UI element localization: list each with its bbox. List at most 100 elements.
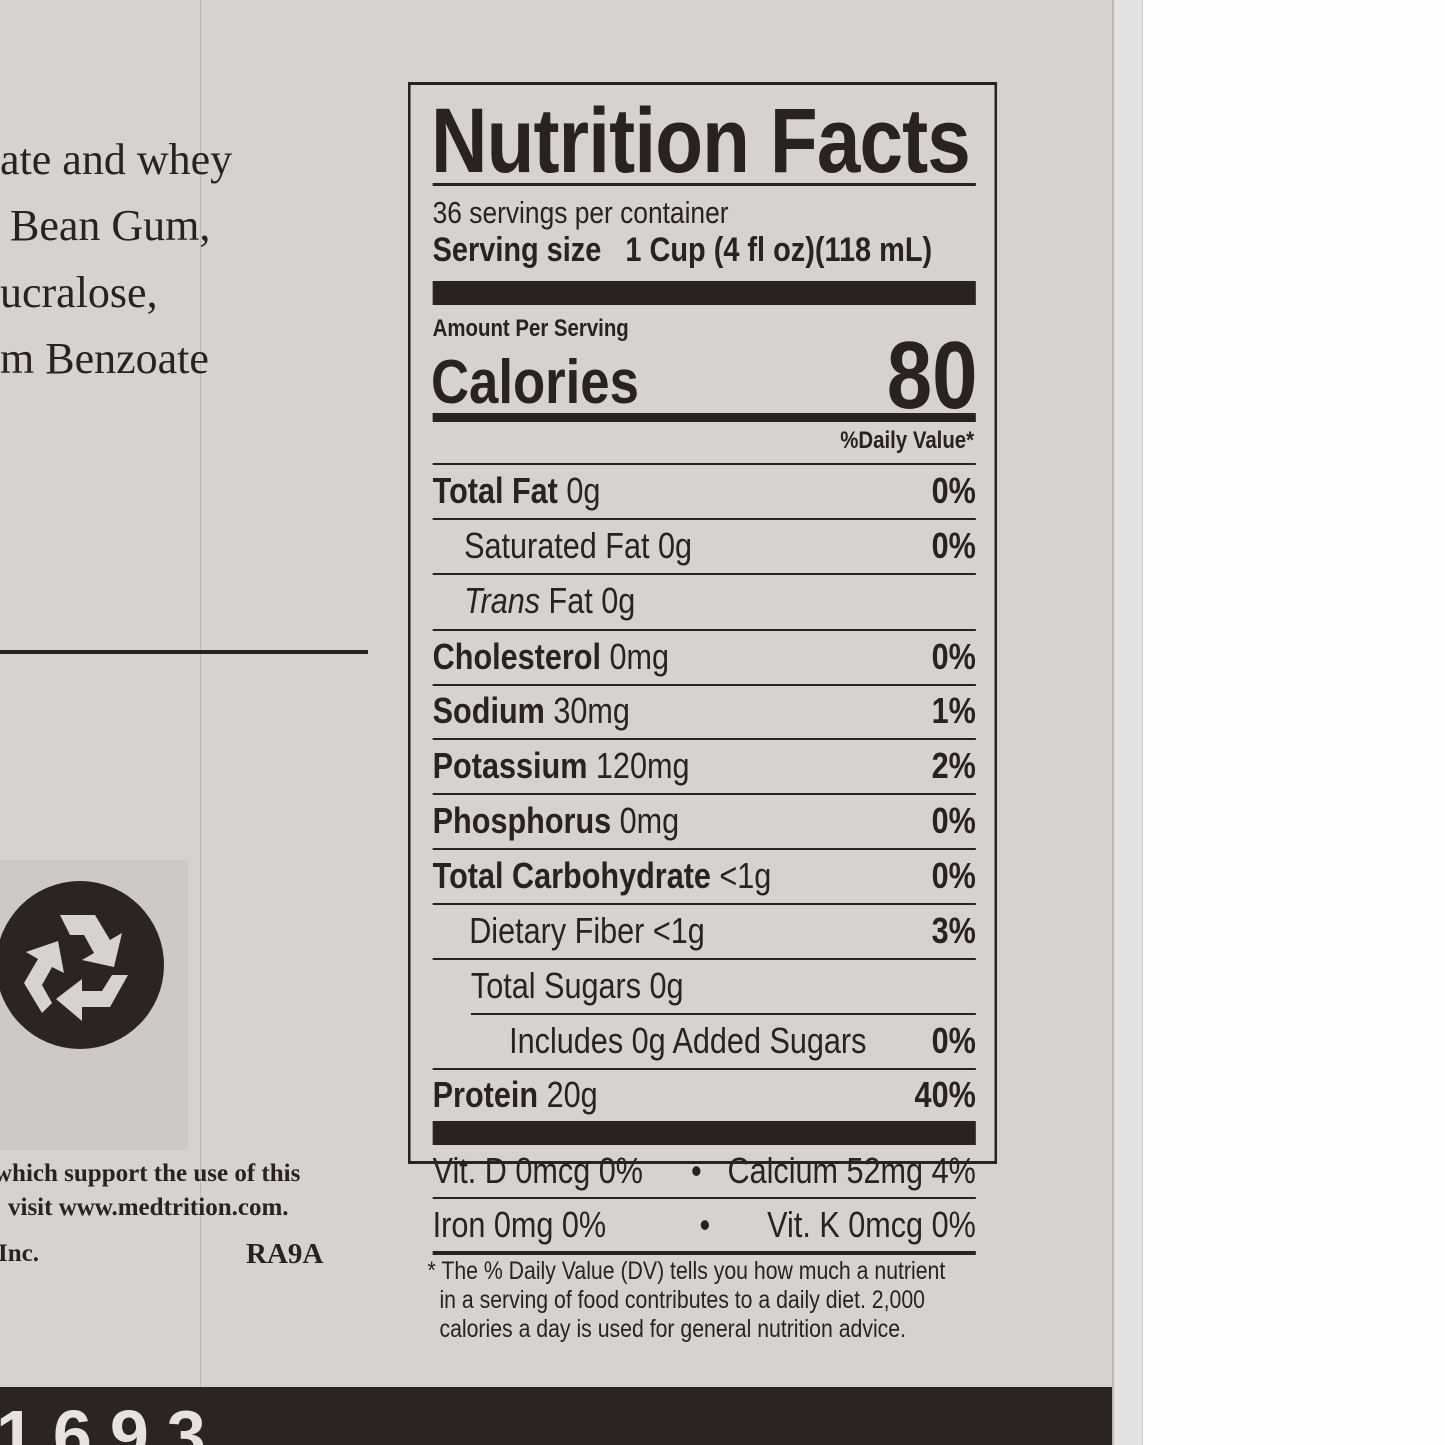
bullet: •: [691, 1150, 702, 1191]
rule: [432, 463, 976, 465]
serving-size: Serving size 1 Cup (4 fl oz)(118 mL): [433, 231, 932, 270]
calories-label: Calories: [430, 348, 639, 417]
nutrient-label: Sodium: [432, 690, 545, 731]
vitamin-row: Vit. D 0mcg 0% • Calcium 52mg 4%: [433, 1149, 976, 1193]
iron: Iron 0mg 0%: [432, 1204, 607, 1245]
nutrient-name: Saturated Fat 0g: [464, 524, 692, 568]
thick-rule: [432, 1121, 976, 1145]
nutrient-row: Total Fat 0g 0%: [433, 469, 976, 513]
nutrient-name: Phosphorus 0mg: [433, 799, 680, 843]
nutrient-label: Includes 0g Added Sugars: [509, 1020, 867, 1061]
servings-per-container: 36 servings per container: [432, 195, 729, 230]
nutrient-label: Potassium: [432, 745, 588, 786]
rule: [432, 183, 976, 186]
footer-website: visit www.medtrition.com.: [8, 1194, 289, 1221]
nutrient-label: Protein: [432, 1074, 539, 1115]
nutrient-row: Includes 0g Added Sugars 0%: [433, 1019, 976, 1063]
nutrient-amount: 0mg: [611, 800, 680, 841]
bullet: •: [699, 1204, 711, 1245]
package-panel: [0, 0, 1112, 1445]
footnote-line: in a serving of food contributes to a da…: [439, 1286, 925, 1314]
ingredients-line: ucralose,: [0, 268, 158, 317]
nutrient-name-italic: Trans: [464, 580, 549, 621]
nutrient-name: Cholesterol 0mg: [433, 635, 669, 679]
divider: [0, 650, 368, 654]
nutrient-row: Total Carbohydrate <1g 0%: [433, 854, 976, 898]
calcium: Calcium 52mg 4%: [727, 1150, 976, 1191]
serving-size-label: Serving size: [432, 231, 602, 269]
fold-line: [200, 0, 201, 1387]
rule: [432, 793, 976, 795]
rule: [470, 1013, 976, 1015]
nutrient-daily-value: 3%: [931, 910, 976, 951]
nutrient-name: Total Fat 0g: [433, 469, 601, 513]
nutrient-amount: 20g: [538, 1074, 598, 1115]
nutrient-amount: 0g: [649, 525, 693, 566]
recycle-icon: [0, 881, 164, 1049]
nutrient-label: Cholesterol: [432, 636, 601, 677]
nutrient-row: Phosphorus 0mg 0%: [433, 799, 976, 843]
nutrition-facts-label: Nutrition Facts 36 servings per containe…: [408, 82, 998, 1343]
thick-rule: [432, 281, 976, 305]
nutrient-amount: 0mg: [600, 636, 670, 677]
rule: [432, 848, 976, 850]
nutrient-daily-value: 40%: [914, 1074, 976, 1115]
nutrient-row: Cholesterol 0mg 0%: [433, 635, 976, 679]
vitamin-k: Vit. K 0mcg 0%: [767, 1204, 976, 1245]
nutrient-label: Dietary Fiber: [469, 910, 645, 951]
nutrient-row: Saturated Fat 0g 0%: [433, 524, 976, 568]
rule: [432, 684, 976, 686]
footnote-line: calories a day is used for general nutri…: [439, 1315, 907, 1343]
rule: [432, 573, 976, 575]
rule: [432, 629, 976, 631]
rule: [432, 518, 976, 520]
bottom-bar-number: 1693: [0, 1396, 224, 1445]
nutrient-label: Total Carbohydrate: [432, 855, 711, 896]
footer-company: Inc.: [0, 1240, 39, 1267]
nutrient-name: Trans Fat 0g: [464, 579, 635, 623]
footer-code: RA9A: [246, 1238, 324, 1270]
nutrient-name: Sodium 30mg: [433, 689, 630, 733]
serving-size-value: 1 Cup (4 fl oz)(118 mL): [625, 231, 933, 269]
nutrient-name: Includes 0g Added Sugars: [509, 1019, 866, 1063]
rule: [432, 958, 976, 960]
nutrient-daily-value: 0%: [931, 1020, 976, 1061]
footer-text: which support the use of this: [0, 1160, 301, 1187]
nutrient-row: Dietary Fiber <1g 3%: [433, 909, 976, 953]
amount-per-serving: Amount Per Serving: [432, 315, 629, 342]
nutrient-daily-value: 0%: [931, 855, 976, 896]
nutrient-label: Total Sugars: [470, 965, 641, 1006]
nutrient-name: Total Sugars 0g: [471, 964, 684, 1008]
nutrient-amount: 0g: [557, 470, 601, 511]
nutrient-amount: <1g: [644, 910, 705, 951]
nutrient-amount: 30mg: [544, 690, 630, 731]
ingredients-line: Bean Gum,: [10, 201, 211, 250]
footnote-line: * The % Daily Value (DV) tells you how m…: [427, 1257, 946, 1285]
ingredients-line: m Benzoate: [0, 334, 209, 383]
bottom-bar: 1693: [0, 1387, 1112, 1445]
nutrient-name: Total Carbohydrate <1g: [433, 854, 772, 898]
nutrient-daily-value: 2%: [931, 745, 976, 786]
nutrient-name: Protein 20g: [433, 1073, 598, 1117]
nutrient-daily-value: 1%: [931, 690, 976, 731]
recycle-circle: [0, 881, 164, 1049]
recycle-arrows: [24, 915, 128, 1021]
nutrient-amount: 0g: [592, 580, 636, 621]
nutrient-label: Fat: [548, 580, 593, 621]
ingredients-line: ate and whey: [0, 135, 233, 184]
nutrient-daily-value: 0%: [931, 470, 976, 511]
rule: [432, 1068, 976, 1070]
vitamin-row: Iron 0mg 0% • Vit. K 0mcg 0%: [433, 1203, 976, 1247]
nutrient-label: Phosphorus: [432, 800, 612, 841]
nutrient-row: Trans Fat 0g: [433, 579, 976, 623]
medium-rule: [432, 413, 976, 422]
nutrient-row: Sodium 30mg 1%: [433, 689, 976, 733]
nutrient-label: Total Fat: [432, 470, 558, 511]
package-edge: [1112, 0, 1143, 1445]
calories-value: 80: [886, 322, 978, 429]
nutrient-amount: 120mg: [587, 745, 690, 786]
vitamin-d: Vit. D 0mcg 0%: [432, 1150, 643, 1191]
nutrient-daily-value: 0%: [931, 636, 976, 677]
nutrient-row: Protein 20g 40%: [433, 1073, 976, 1117]
nutrient-amount: 0g: [640, 965, 684, 1006]
